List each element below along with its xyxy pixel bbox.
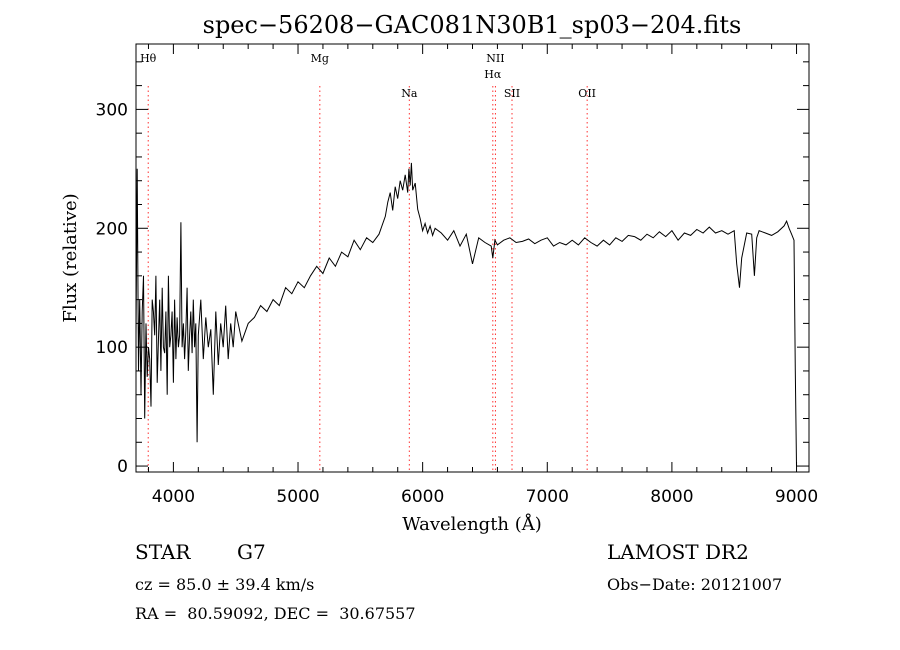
chart-title: spec−56208−GAC081N30B1_sp03−204.fits bbox=[203, 11, 742, 39]
line-label: Mg bbox=[311, 52, 329, 65]
survey-name: LAMOST DR2 bbox=[607, 540, 749, 564]
y-tick-label: 100 bbox=[96, 338, 128, 358]
emission-line-markers bbox=[147, 86, 588, 472]
x-tick-label: 4000 bbox=[152, 487, 195, 507]
object-class: STAR bbox=[135, 540, 191, 564]
x-tick-label: 6000 bbox=[401, 487, 444, 507]
line-label: Hα bbox=[484, 68, 502, 81]
y-axis: 0 100 200 300 bbox=[96, 61, 809, 477]
line-label: OII bbox=[578, 87, 596, 100]
coordinates: RA = 80.59092, DEC = 30.67557 bbox=[135, 604, 416, 623]
y-tick-label: 0 bbox=[117, 457, 128, 477]
redshift-cz: cz = 85.0 ± 39.4 km/s bbox=[135, 575, 315, 594]
object-subclass: G7 bbox=[237, 540, 266, 564]
y-axis-label: Flux (relative) bbox=[60, 193, 81, 322]
line-label: Na bbox=[401, 87, 418, 100]
x-tick-label: 9000 bbox=[775, 487, 818, 507]
x-axis: 4000 5000 6000 7000 8000 9000 bbox=[147, 44, 818, 507]
y-tick-label: 200 bbox=[96, 219, 128, 239]
x-tick-label: 5000 bbox=[276, 487, 319, 507]
y-tick-label: 300 bbox=[96, 100, 128, 120]
line-label: NII bbox=[486, 52, 504, 65]
line-label: Hθ bbox=[140, 52, 157, 65]
x-tick-label: 7000 bbox=[526, 487, 569, 507]
plot-frame bbox=[135, 43, 810, 473]
x-tick-label: 8000 bbox=[650, 487, 693, 507]
x-axis-label: Wavelength (Å) bbox=[402, 513, 542, 535]
line-label: SII bbox=[504, 87, 520, 100]
observation-date: Obs−Date: 20121007 bbox=[607, 575, 783, 594]
spectrum-line bbox=[135, 162, 797, 467]
